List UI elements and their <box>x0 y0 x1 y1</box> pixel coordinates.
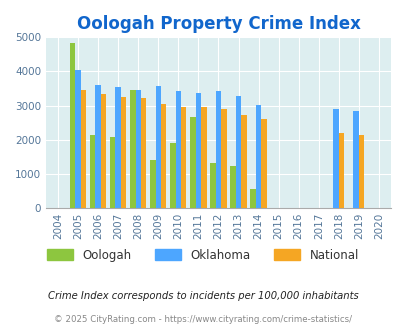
Bar <box>235 96 241 208</box>
Title: Oologah Property Crime Index: Oologah Property Crime Index <box>77 15 360 33</box>
Bar <box>130 90 135 208</box>
Bar <box>81 90 86 208</box>
Bar <box>110 137 115 208</box>
Bar <box>221 109 226 208</box>
Bar <box>141 98 146 208</box>
Bar <box>170 144 175 208</box>
Text: Crime Index corresponds to incidents per 100,000 inhabitants: Crime Index corresponds to incidents per… <box>47 291 358 301</box>
Bar <box>100 94 106 208</box>
Bar <box>190 117 195 208</box>
Bar <box>358 135 363 208</box>
Bar <box>95 85 100 208</box>
Legend: Oologah, Oklahoma, National: Oologah, Oklahoma, National <box>42 244 363 266</box>
Bar <box>241 115 246 208</box>
Bar <box>338 133 343 208</box>
Bar <box>200 107 206 208</box>
Bar <box>255 105 261 208</box>
Bar <box>353 111 358 208</box>
Bar <box>230 166 235 208</box>
Bar <box>261 118 266 208</box>
Bar <box>210 163 215 208</box>
Bar <box>121 97 126 208</box>
Bar <box>115 87 121 208</box>
Bar <box>215 91 221 208</box>
Bar <box>70 44 75 208</box>
Bar <box>195 93 200 208</box>
Bar <box>90 135 95 208</box>
Bar <box>155 86 161 208</box>
Bar <box>135 90 141 208</box>
Text: © 2025 CityRating.com - https://www.cityrating.com/crime-statistics/: © 2025 CityRating.com - https://www.city… <box>54 315 351 324</box>
Bar <box>333 109 338 208</box>
Bar <box>150 160 155 208</box>
Bar <box>175 91 181 208</box>
Bar <box>75 70 81 208</box>
Bar <box>181 107 186 208</box>
Bar <box>250 189 255 208</box>
Bar <box>161 104 166 208</box>
